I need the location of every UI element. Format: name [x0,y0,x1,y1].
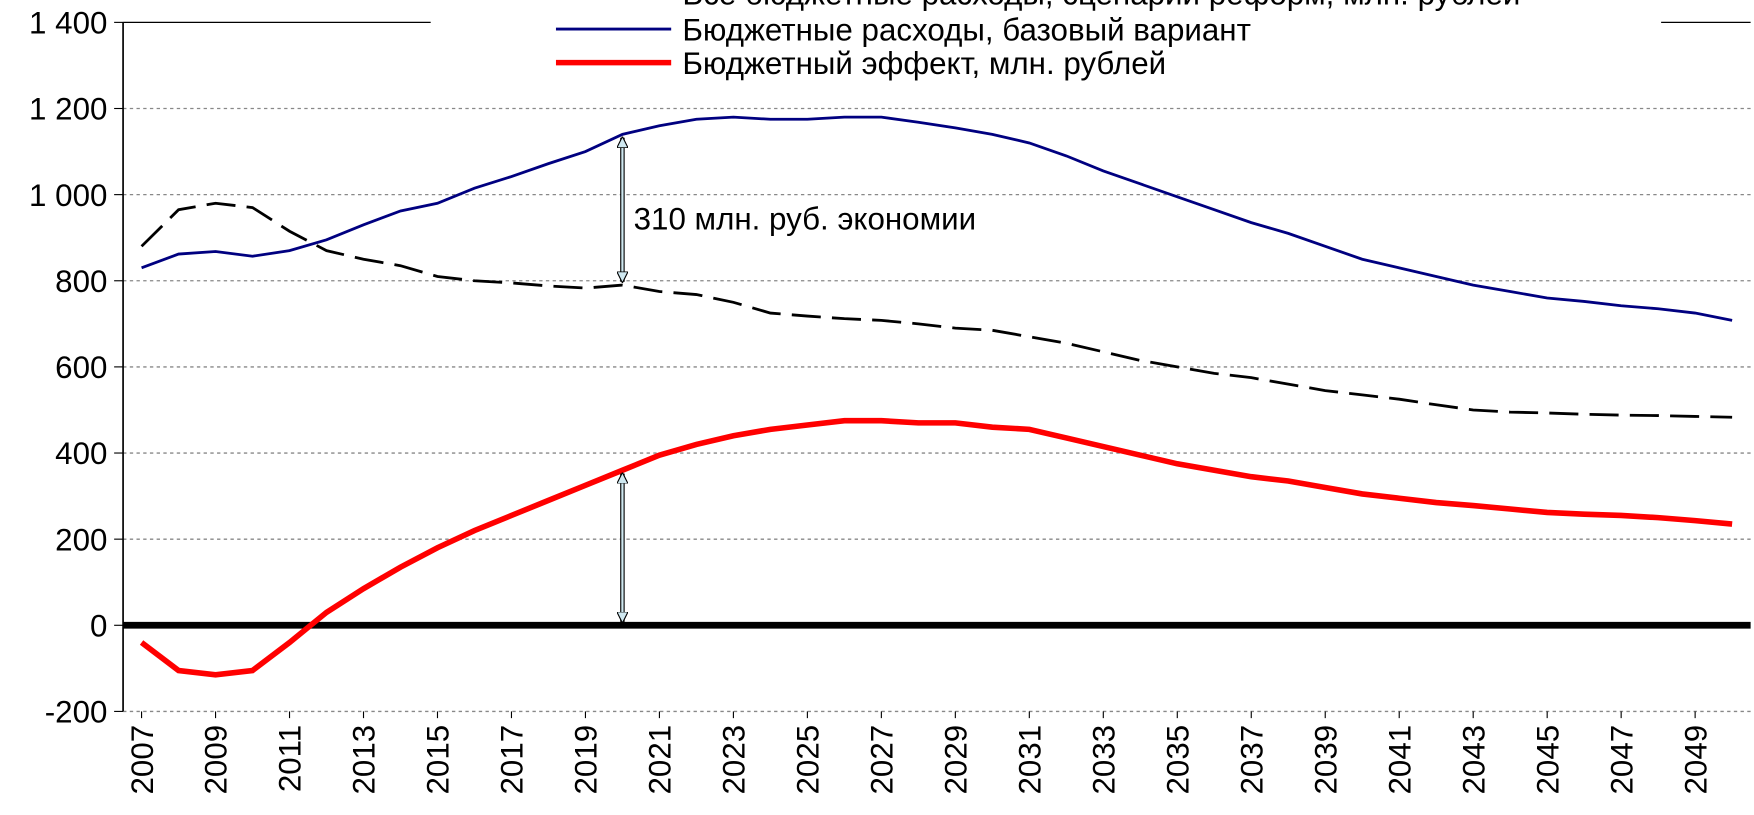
x-tick-label: 2019 [569,725,604,795]
y-tick-label: -200 [45,695,108,730]
x-tick-label: 2043 [1456,725,1491,795]
legend-label: Все бюджетные расходы, сценарий реформ, … [682,0,1520,11]
y-tick-label: 1 000 [29,178,107,213]
x-tick-label: 2035 [1160,725,1195,795]
y-tick-label: 0 [90,608,107,643]
y-tick-label: 1 200 [29,92,107,127]
x-tick-label: 2009 [199,725,234,795]
x-tick-label: 2045 [1530,725,1565,795]
x-tick-label: 2039 [1308,725,1343,795]
x-tick-label: 2027 [865,725,900,795]
y-tick-label: 1 400 [29,6,107,41]
x-tick-label: 2031 [1013,725,1048,795]
y-tick-label: 600 [55,350,107,385]
legend-box [430,0,1662,88]
x-tick-label: 2007 [125,725,160,795]
legend-label: Бюджетные расходы, базовый вариант [682,12,1251,47]
x-tick-label: 2033 [1086,725,1121,795]
x-tick-label: 2047 [1604,725,1639,795]
y-tick-label: 200 [55,522,107,557]
series-line [141,115,1733,322]
x-tick-label: 2021 [643,725,678,795]
x-tick-label: 2037 [1234,725,1269,795]
x-tick-label: 2013 [347,725,382,795]
legend-label: Бюджетный эффект, млн. рублей [682,46,1166,81]
x-tick-label: 2011 [273,725,308,792]
series-line [139,417,1733,678]
annotation: 310 млн. руб. экономии [634,201,976,236]
y-tick-label: 400 [55,436,107,471]
series-line [140,201,1733,419]
x-tick-label: 2041 [1382,725,1417,795]
x-tick-label: 2025 [791,725,826,795]
x-tick-label: 2029 [939,725,974,795]
x-tick-label: 2017 [495,725,530,795]
x-tick-label: 2023 [717,725,752,795]
y-tick-label: 800 [55,264,107,299]
x-tick-label: 2015 [421,725,456,795]
x-tick-label: 2049 [1678,725,1713,795]
